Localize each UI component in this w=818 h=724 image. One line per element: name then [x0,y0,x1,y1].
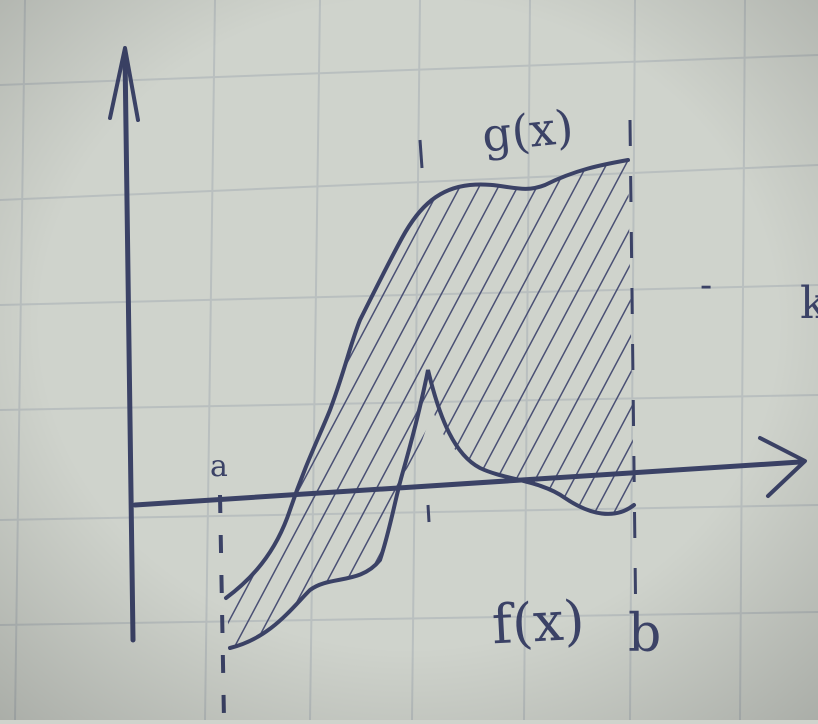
label-b: b [628,604,662,664]
label-a: a [210,449,228,484]
dash-mark-label: - [700,265,713,306]
edge-mark-label: k [800,278,818,329]
label-g-of-x: g(x) [479,99,576,163]
label-f-of-x: f(x) [490,588,587,657]
